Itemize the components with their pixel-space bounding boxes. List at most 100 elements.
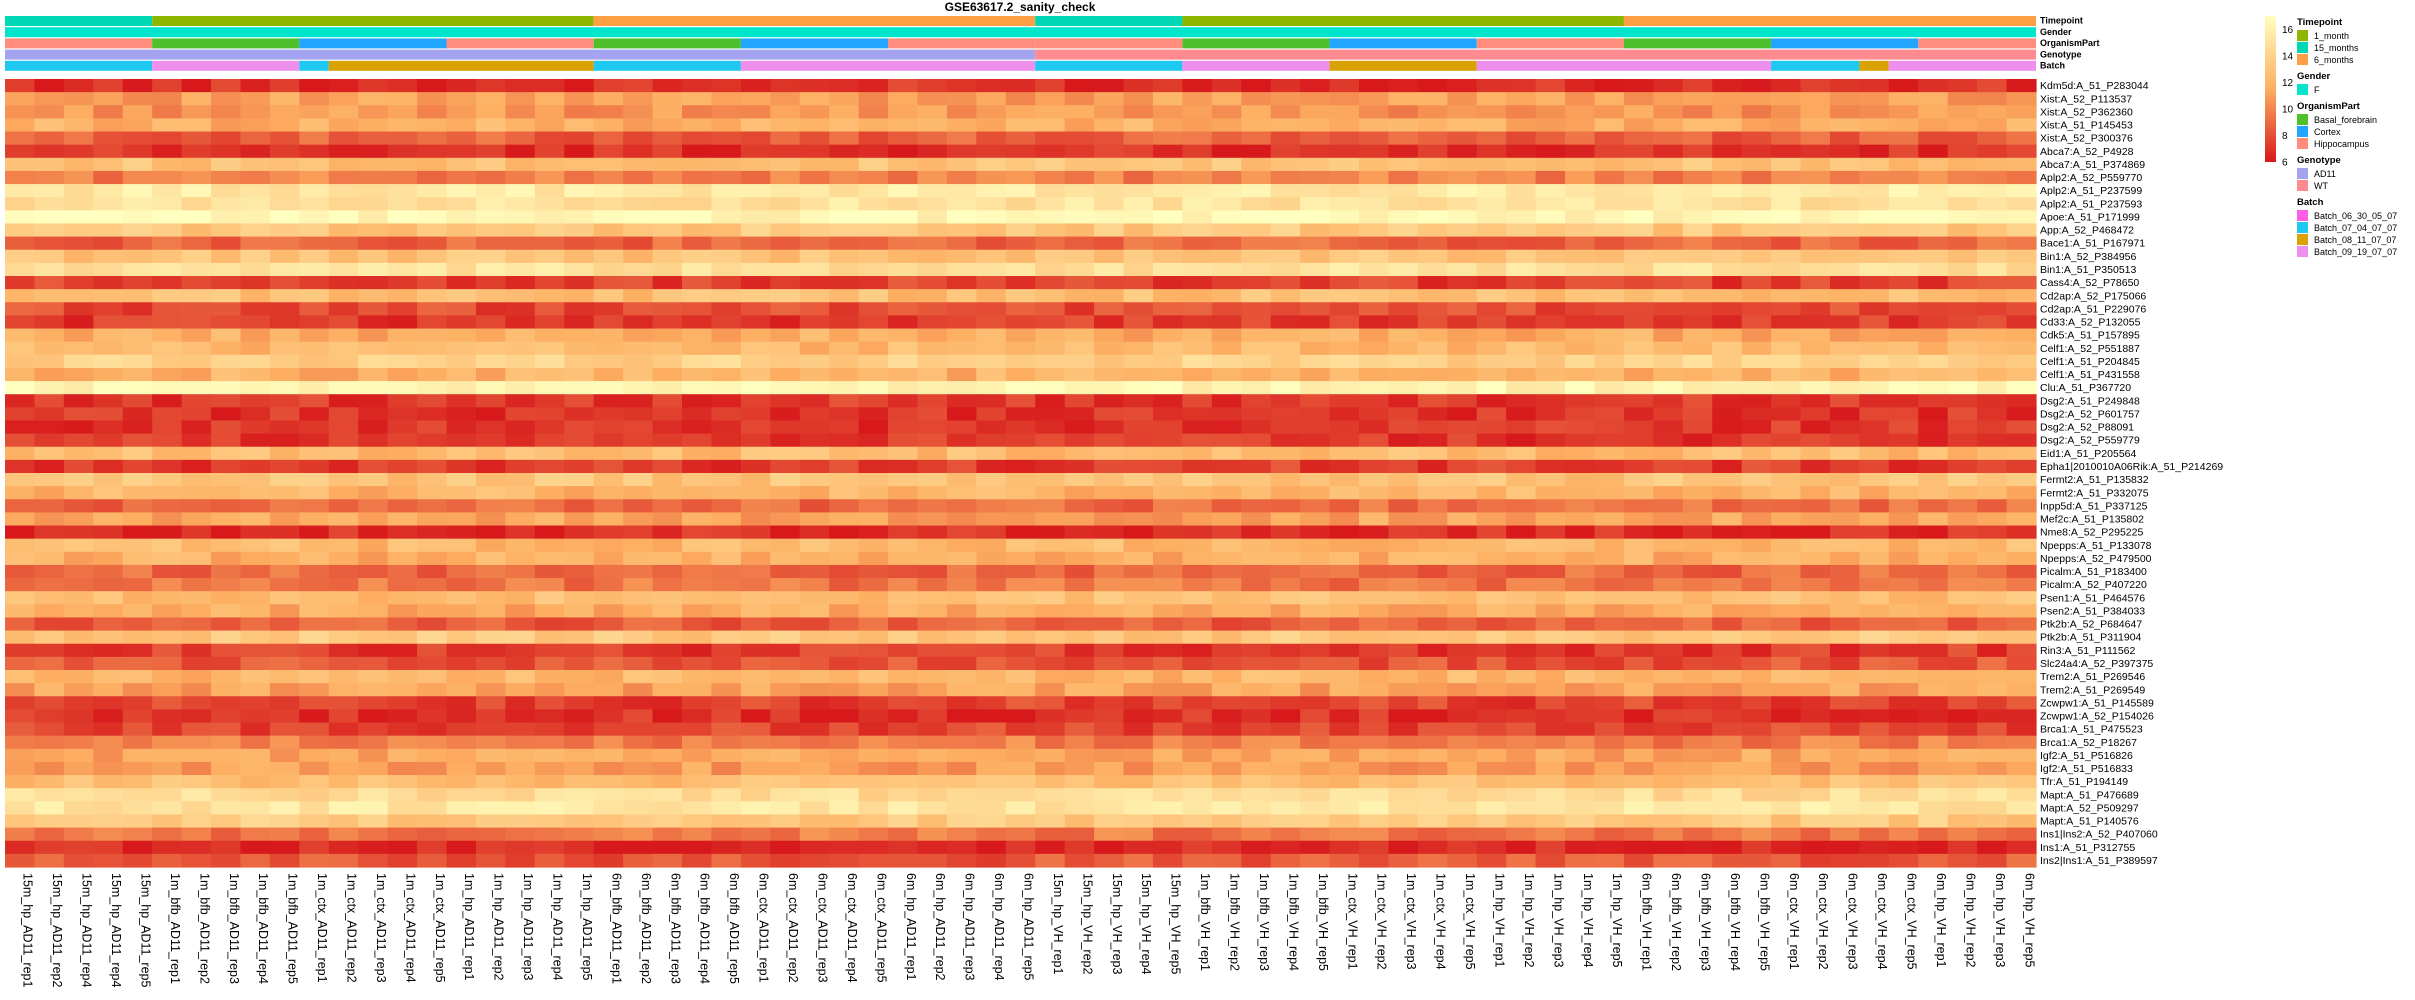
heatmap-cell xyxy=(181,827,212,842)
heatmap-cell xyxy=(564,486,595,500)
heatmap-cell xyxy=(358,761,389,776)
heatmap-cell xyxy=(1359,564,1390,579)
heatmap-cell xyxy=(1329,735,1360,750)
heatmap-cell xyxy=(1682,433,1713,448)
heatmap-cell xyxy=(652,341,683,356)
heatmap-cell xyxy=(1859,276,1890,290)
heatmap-cell xyxy=(1476,840,1507,855)
heatmap-cell xyxy=(2006,775,2037,789)
heatmap-cell xyxy=(1388,328,1419,343)
heatmap-cell xyxy=(1947,407,1978,422)
heatmap-cell xyxy=(1447,407,1478,422)
heatmap-cell xyxy=(1859,525,1890,540)
heatmap-cell xyxy=(1682,683,1713,697)
heatmap-cell xyxy=(1094,512,1125,527)
heatmap-cell xyxy=(564,367,595,382)
heatmap-cell xyxy=(1653,551,1684,566)
heatmap-cell xyxy=(1800,262,1831,277)
annotation-organismpart-segment xyxy=(5,38,153,49)
heatmap-cell xyxy=(358,775,389,789)
heatmap-cell xyxy=(1829,105,1860,119)
heatmap-cell xyxy=(1535,315,1566,330)
heatmap-cell xyxy=(1300,289,1331,303)
heatmap-cell xyxy=(593,696,624,710)
heatmap-cell xyxy=(917,801,948,816)
heatmap-cell xyxy=(564,761,595,776)
heatmap-cell xyxy=(770,394,801,408)
heatmap-cell xyxy=(417,249,448,264)
heatmap-cell xyxy=(770,210,801,225)
heatmap-cell xyxy=(2006,683,2037,697)
heatmap-cell xyxy=(593,210,624,225)
heatmap-cell xyxy=(917,551,948,566)
heatmap-cell xyxy=(1741,525,1772,540)
heatmap-cell xyxy=(976,735,1007,750)
heatmap-cell xyxy=(711,512,742,527)
heatmap-cell xyxy=(1211,170,1242,185)
heatmap-cell xyxy=(1123,92,1154,106)
heatmap-cell xyxy=(1565,775,1596,789)
heatmap-cell xyxy=(1241,184,1272,198)
heatmap-cell xyxy=(328,564,359,579)
heatmap-cell xyxy=(93,735,124,750)
heatmap-cell xyxy=(63,302,94,316)
heatmap-cell xyxy=(1417,525,1448,540)
heatmap-cell xyxy=(1565,170,1596,185)
heatmap-cell xyxy=(1270,262,1301,277)
heatmap-cell xyxy=(240,735,271,750)
heatmap-cell xyxy=(240,302,271,316)
heatmap-cell xyxy=(446,564,477,579)
heatmap-cell xyxy=(593,407,624,422)
heatmap-cell xyxy=(1918,670,1949,684)
heatmap-cell xyxy=(1005,853,1036,868)
heatmap-cell xyxy=(122,538,153,553)
heatmap-cell xyxy=(446,748,477,763)
heatmap-cell xyxy=(1359,683,1390,697)
heatmap-cell xyxy=(475,827,506,842)
heatmap-cell xyxy=(1152,473,1183,487)
heatmap-cell xyxy=(1506,696,1537,710)
heatmap-cell xyxy=(358,79,389,93)
heatmap-cell xyxy=(1329,381,1360,395)
heatmap-cell xyxy=(1182,748,1213,763)
heatmap-cell xyxy=(1977,223,2008,238)
heatmap-cell xyxy=(152,289,183,303)
heatmap-cell xyxy=(269,578,300,592)
heatmap-cell xyxy=(740,709,771,724)
heatmap-cell xyxy=(1888,302,1919,316)
heatmap-cell xyxy=(1329,683,1360,697)
heatmap-cell xyxy=(358,683,389,697)
heatmap-cell xyxy=(1241,315,1272,330)
heatmap-cell xyxy=(1947,354,1978,369)
heatmap-cell xyxy=(1064,551,1095,566)
heatmap-cell xyxy=(1359,223,1390,238)
heatmap-cell xyxy=(1653,328,1684,343)
heatmap-cell xyxy=(1859,761,1890,776)
heatmap-cell xyxy=(1712,446,1743,461)
column-labels: 15m_hp_AD11_rep1 15m_hp_AD11_rep2 15m_hp_A… xyxy=(21,873,2037,987)
heatmap-cell xyxy=(1035,578,1066,592)
heatmap-cell xyxy=(1005,249,1036,264)
heatmap-cell xyxy=(417,446,448,461)
heatmap-cell xyxy=(1859,315,1890,330)
heatmap-cell xyxy=(93,551,124,566)
heatmap-cell xyxy=(152,92,183,106)
heatmap-cell xyxy=(740,617,771,632)
heatmap-cell xyxy=(1653,630,1684,645)
heatmap-cell xyxy=(1771,735,1802,750)
row-label: Ptk2b:A_52_P684647 xyxy=(2040,619,2142,631)
heatmap-cell xyxy=(1035,709,1066,724)
heatmap-cell xyxy=(93,670,124,684)
heatmap-cell xyxy=(1653,656,1684,671)
heatmap-cell xyxy=(93,499,124,513)
heatmap-cell xyxy=(211,341,242,356)
heatmap-cell xyxy=(1565,223,1596,238)
heatmap-cell xyxy=(1771,722,1802,737)
heatmap-cell xyxy=(1005,302,1036,316)
heatmap-cell xyxy=(1977,381,2008,395)
heatmap-cell xyxy=(1947,683,1978,697)
heatmap-cell xyxy=(1741,683,1772,697)
heatmap-cell xyxy=(152,276,183,290)
heatmap-cell xyxy=(358,748,389,763)
